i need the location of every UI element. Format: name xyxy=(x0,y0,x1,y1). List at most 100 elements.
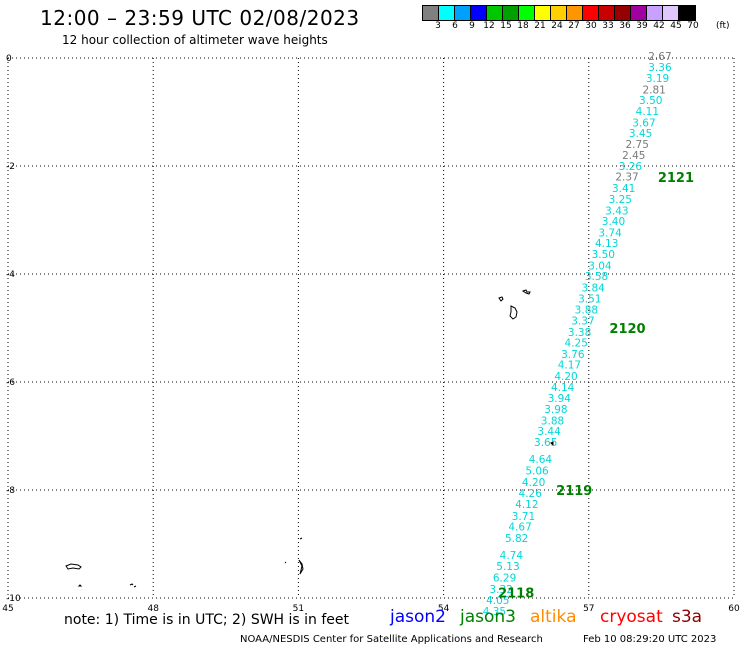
color-scale-label: 24 xyxy=(551,21,563,31)
swh-value-label: 3.98 xyxy=(544,404,567,416)
swh-value-label: 3.65 xyxy=(534,437,557,449)
color-swatch xyxy=(519,6,535,20)
pass-number-label: 2121 xyxy=(658,171,694,186)
page-subtitle: 12 hour collection of altimeter wave hei… xyxy=(62,33,328,47)
swh-value-label: 4.14 xyxy=(551,382,575,394)
color-swatch xyxy=(583,6,599,20)
swh-value-label: 3.38 xyxy=(568,327,591,339)
color-scale-label: 36 xyxy=(619,21,631,31)
swh-value-label: 3.58 xyxy=(585,271,608,283)
color-scale-label: 9 xyxy=(469,21,475,31)
island-farquhar xyxy=(129,583,137,588)
pass-labels: 2121 2120 2119 2118 xyxy=(498,171,694,602)
swh-value-label: 3.04 xyxy=(588,260,612,272)
latitude-tick-label: 0 xyxy=(6,54,12,64)
longitude-tick-label: 54 xyxy=(438,604,450,614)
map-grid xyxy=(7,57,735,599)
footer-note: note: 1) Time is in UTC; 2) SWH is in fe… xyxy=(64,612,350,628)
color-swatch xyxy=(615,6,631,20)
color-swatch xyxy=(439,6,455,20)
swh-value-label: 2.37 xyxy=(615,171,638,183)
color-scale-label: 42 xyxy=(653,21,665,31)
latitude-tick-label: -8 xyxy=(6,486,15,496)
color-scale-label: 21 xyxy=(534,21,546,31)
swh-value-label: 3.76 xyxy=(561,349,585,361)
latitude-tick-label: -4 xyxy=(6,270,15,280)
swh-value-label: 3.94 xyxy=(548,393,572,405)
longitude-tick-label: 51 xyxy=(293,604,304,614)
swh-value-label: 6.29 xyxy=(493,572,516,584)
satellite-label-altika: altika xyxy=(530,607,577,627)
swh-value-label: 2.75 xyxy=(626,139,649,151)
island-providence xyxy=(284,537,304,575)
swh-value-label: 3.51 xyxy=(578,293,601,305)
swh-value-label: 4.20 xyxy=(522,477,545,489)
color-scale-label: 39 xyxy=(636,21,648,31)
color-swatch xyxy=(663,6,679,20)
color-scale-label: 15 xyxy=(500,21,512,31)
color-swatch xyxy=(599,6,615,20)
swh-value-label: 3.50 xyxy=(592,249,615,261)
color-scale-unit: (ft) xyxy=(716,21,730,31)
page-title: 12:00 – 23:59 UTC 02/08/2023 xyxy=(40,6,360,30)
pass-number-label: 2119 xyxy=(556,484,592,499)
color-scale-label: 27 xyxy=(568,21,580,31)
swh-value-label: 3.26 xyxy=(619,161,643,173)
color-scale-label: 6 xyxy=(452,21,458,31)
swh-value-label: 2.45 xyxy=(622,150,645,162)
swh-value-label: 3.32 xyxy=(490,584,513,596)
latitude-tick-label: -10 xyxy=(6,594,21,604)
color-swatch xyxy=(679,6,695,20)
swh-value-label: 5.13 xyxy=(496,561,519,573)
swh-value-label: 3.84 xyxy=(581,283,605,295)
island-aldabra xyxy=(65,563,83,587)
color-swatch xyxy=(551,6,567,20)
swh-value-label: 3.88 xyxy=(541,415,564,427)
color-swatch xyxy=(471,6,487,20)
swh-value-label: 2.81 xyxy=(642,84,665,96)
generation-timestamp: Feb 10 08:29:20 UTC 2023 xyxy=(583,634,717,645)
color-swatch xyxy=(647,6,663,20)
color-swatch xyxy=(567,6,583,20)
pass-number-label: 2120 xyxy=(609,322,645,337)
swh-value-label: 4.13 xyxy=(595,238,618,250)
swh-value-label: 4.20 xyxy=(554,371,577,383)
color-scale-label: 3 xyxy=(435,21,441,31)
swh-value-label: 4.64 xyxy=(529,454,553,466)
satellite-label-cryosat: cryosat xyxy=(600,607,663,627)
credit-text: NOAA/NESDIS Center for Satellite Applica… xyxy=(240,634,543,645)
color-swatch xyxy=(535,6,551,20)
swh-value-label: 3.67 xyxy=(632,117,655,129)
color-swatch xyxy=(487,6,503,20)
swh-value-label: 4.26 xyxy=(519,488,543,500)
pass-number-label: 2118 xyxy=(498,587,534,602)
color-scale-label: 70 xyxy=(687,21,699,31)
swh-value-label: 3.44 xyxy=(537,426,561,438)
swh-value-label: 4.67 xyxy=(508,522,531,534)
swh-value-label: 3.36 xyxy=(648,62,672,74)
swh-value-label: 4.12 xyxy=(515,499,538,511)
color-swatch xyxy=(423,6,439,20)
swh-value-label: 3.25 xyxy=(609,194,632,206)
color-scale-label: 30 xyxy=(585,21,597,31)
satellite-label-s3a: s3a xyxy=(672,607,703,627)
swh-value-label: 5.06 xyxy=(525,466,549,478)
island-seychelles-north xyxy=(498,289,531,302)
wave-height-color-scale xyxy=(422,5,696,21)
color-swatch xyxy=(455,6,471,20)
color-scale-label: 12 xyxy=(483,21,495,31)
swh-value-label: 3.43 xyxy=(605,205,628,217)
swh-value-label: 3.40 xyxy=(602,216,625,228)
swh-value-label: 4.17 xyxy=(558,360,581,372)
color-scale-label: 33 xyxy=(602,21,614,31)
swh-value-label: 3.71 xyxy=(512,511,535,523)
longitude-tick-label: 57 xyxy=(583,604,594,614)
latitude-tick-label: -6 xyxy=(6,378,15,388)
swh-value-label: 3.19 xyxy=(646,73,669,85)
satellite-label-jason3: jason3 xyxy=(460,607,516,627)
swh-value-label: 4.25 xyxy=(565,338,588,350)
swh-value-label: 4.11 xyxy=(636,106,659,118)
latitude-tick-label: -2 xyxy=(6,162,15,172)
land-outlines xyxy=(65,289,554,588)
